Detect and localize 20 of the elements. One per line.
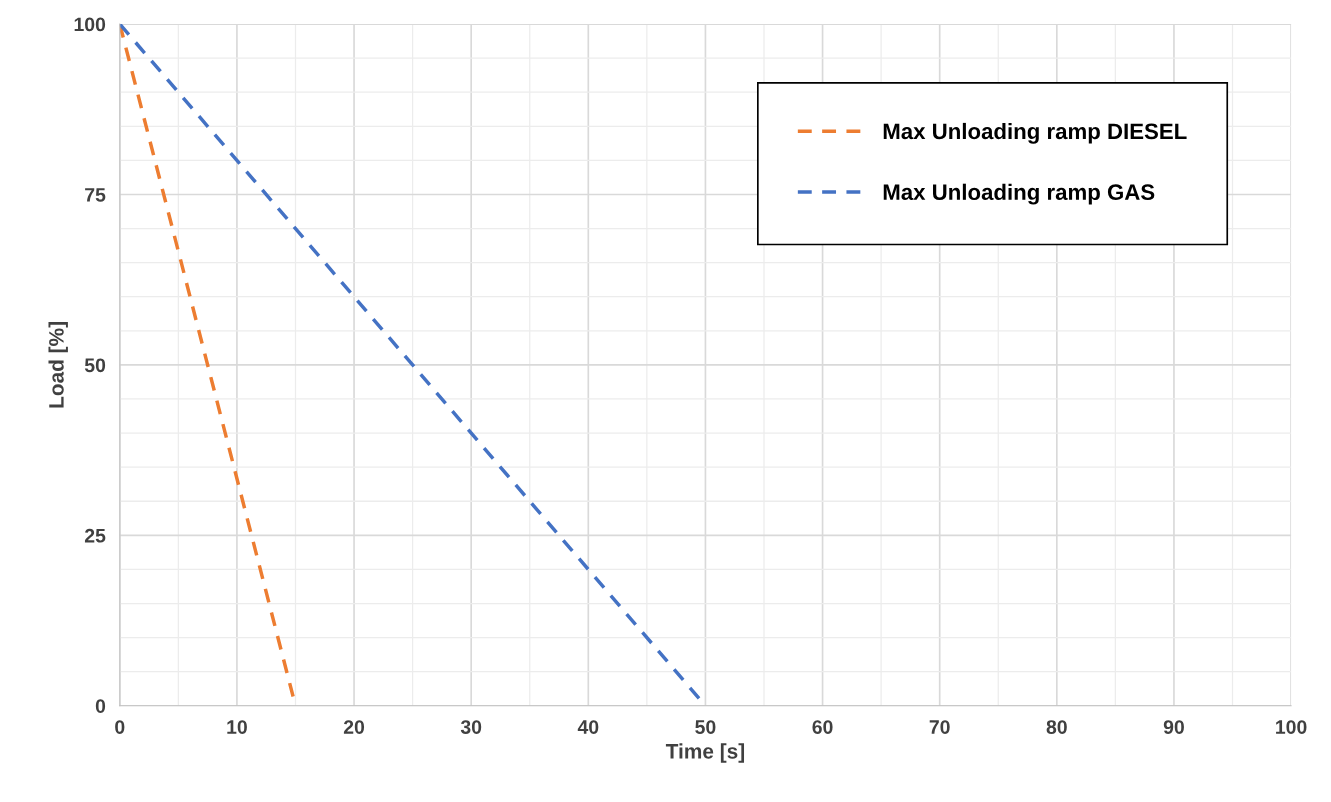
x-tick-label: 0 xyxy=(115,720,125,734)
x-tick-label: 10 xyxy=(227,720,247,734)
x-tick-label: 20 xyxy=(343,720,365,734)
x-tick-label: 70 xyxy=(929,720,950,734)
y-axis-title: Load [%] xyxy=(48,322,68,408)
legend-label: Max Unloading ramp DIESEL xyxy=(883,122,1187,144)
y-tick-label: 25 xyxy=(84,528,106,543)
y-tick-label: 50 xyxy=(84,358,106,373)
x-axis-title: Time [s] xyxy=(665,743,745,763)
x-tick-label: 100 xyxy=(1276,720,1307,734)
x-tick-label: 60 xyxy=(812,720,833,734)
x-tick-label: 50 xyxy=(695,720,716,734)
x-tick-label: 40 xyxy=(577,720,599,734)
legend-label: Max Unloading ramp GAS xyxy=(883,183,1155,205)
x-tick-label: 80 xyxy=(1046,720,1067,734)
y-tick-label: 0 xyxy=(95,699,106,713)
y-tick-label: 75 xyxy=(85,188,106,202)
x-tick-label: 90 xyxy=(1163,720,1184,734)
y-tick-label: 100 xyxy=(74,17,106,32)
x-tick-label: 30 xyxy=(460,720,482,734)
